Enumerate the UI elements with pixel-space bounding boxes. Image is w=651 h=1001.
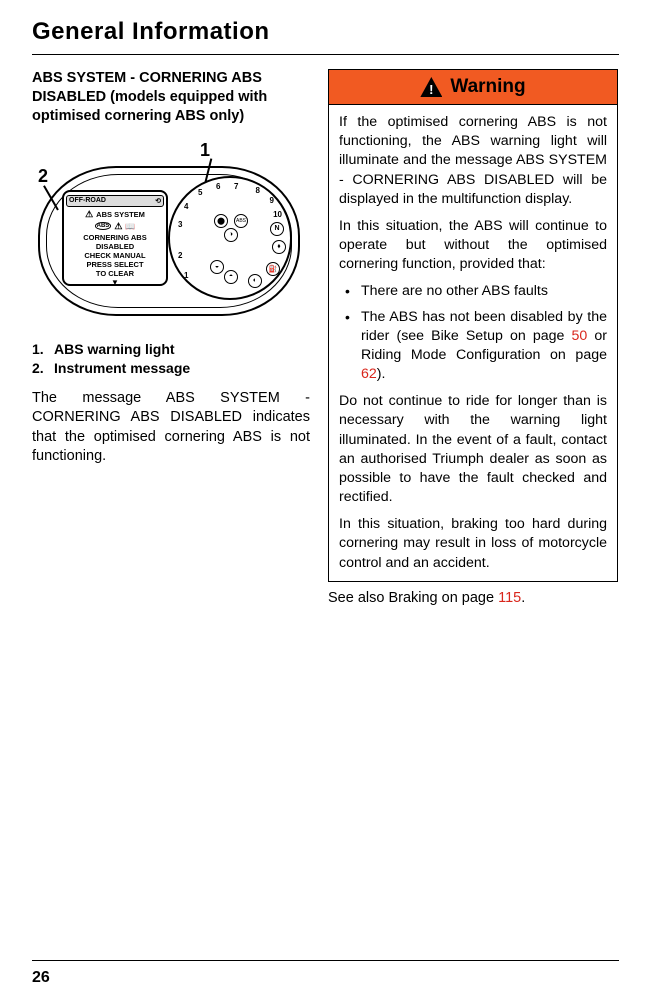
left-column: ABS SYSTEM - CORNERING ABS DISABLED (mod…: [32, 69, 310, 606]
warning-paragraph: In this situation, the ABS will continue…: [339, 217, 607, 275]
gauge-num: 4: [184, 202, 188, 211]
warning-paragraph: In this situation, braking too hard duri…: [339, 515, 607, 573]
see-also-text: See also Braking on page: [328, 590, 498, 606]
page-ref: 62: [361, 366, 377, 382]
legend-num: 1.: [32, 340, 54, 360]
warning-triangle-icon: ⚠: [85, 209, 93, 220]
lcd-line5: PRESS SELECT: [66, 260, 164, 269]
diagram-legend: 1.ABS warning light 2.Instrument message: [32, 340, 310, 379]
body-paragraph: The message ABS SYSTEM - CORNERING ABS D…: [32, 389, 310, 467]
indicator-icon: ⛽: [266, 262, 280, 276]
gauge-num: 7: [234, 182, 238, 191]
instrument-diagram: 1 2 OFF-ROAD ⟲ ⚠ ABS SYSTEM ABS ⚠ �: [32, 136, 310, 326]
gauge-num: 2: [178, 251, 182, 260]
see-also-text: .: [521, 590, 525, 606]
abs-icon: ABS: [95, 222, 112, 230]
bullet-text: ).: [377, 366, 386, 382]
warning-header: Warning: [329, 70, 617, 105]
down-arrow-icon: ▼: [66, 278, 164, 287]
page-number: 26: [32, 969, 50, 987]
lcd-line3: DISABLED: [66, 242, 164, 251]
bullet-text: The ABS has not been disabled by the rid…: [361, 309, 607, 344]
gauge-num: 1: [184, 271, 188, 280]
gauge-num: 6: [216, 182, 220, 191]
indicator-icon: ◐: [248, 274, 262, 288]
see-also: See also Braking on page 115.: [328, 590, 618, 606]
warning-box: Warning If the optimised cornering ABS i…: [328, 69, 618, 582]
page-header: General Information: [32, 18, 619, 46]
indicator-icon: ◑: [224, 228, 238, 242]
page-ref: 50: [572, 328, 588, 344]
lcd-line1: ABS SYSTEM: [96, 210, 145, 219]
gauge-num: 5: [198, 188, 202, 197]
indicator-icon: ⬤: [214, 214, 228, 228]
gauge-num: 8: [256, 186, 260, 195]
warning-bullet: There are no other ABS faults: [339, 282, 607, 301]
lcd-line6: TO CLEAR: [66, 269, 164, 278]
indicator-icon: ◒: [210, 260, 224, 274]
gauge-num: 3: [178, 220, 182, 229]
legend-num: 2.: [32, 359, 54, 379]
page-ref: 115: [498, 590, 521, 606]
lcd-line4: CHECK MANUAL: [66, 251, 164, 260]
lcd-panel: OFF-ROAD ⟲ ⚠ ABS SYSTEM ABS ⚠ 📖 CORNERIN…: [62, 190, 168, 286]
warning-bullet: The ABS has not been disabled by the rid…: [339, 308, 607, 385]
legend-item: 2.Instrument message: [32, 359, 310, 379]
legend-text: ABS warning light: [54, 341, 175, 357]
callout-2: 2: [38, 166, 48, 187]
warning-triangle-icon: [420, 77, 442, 97]
callout-1: 1: [200, 140, 210, 161]
warning-paragraph: If the optimised cornering ABS is not fu…: [339, 113, 607, 209]
gauge-num: 10: [273, 210, 282, 219]
tc-icon: ⟲: [155, 197, 161, 205]
legend-text: Instrument message: [54, 360, 190, 376]
tachometer: 1 2 3 4 5 6 7 8 9 10 N ⬧ ⛽ ◐ ⬤ ◑ ABS ◒ ◓: [168, 176, 292, 300]
warning-triangle-icon: ⚠: [114, 221, 122, 232]
abs-light-icon: ABS: [234, 214, 248, 228]
legend-item: 1.ABS warning light: [32, 340, 310, 360]
lcd-mode: OFF-ROAD: [69, 197, 106, 204]
lcd-line2: CORNERING ABS: [66, 233, 164, 242]
divider-top: [32, 54, 619, 55]
warning-body: If the optimised cornering ABS is not fu…: [329, 105, 617, 581]
divider-bottom: [32, 960, 619, 961]
warning-label: Warning: [450, 76, 525, 98]
indicator-icon: ⬧: [272, 240, 286, 254]
book-icon: 📖: [125, 222, 135, 231]
indicator-icon: ◓: [224, 270, 238, 284]
warning-paragraph: Do not continue to ride for longer than …: [339, 392, 607, 507]
lcd-mode-bar: OFF-ROAD ⟲: [66, 195, 164, 207]
right-column: Warning If the optimised cornering ABS i…: [328, 69, 618, 606]
gauge-num: 9: [270, 196, 274, 205]
section-heading: ABS SYSTEM - CORNERING ABS DISABLED (mod…: [32, 69, 310, 126]
neutral-indicator: N: [270, 222, 284, 236]
